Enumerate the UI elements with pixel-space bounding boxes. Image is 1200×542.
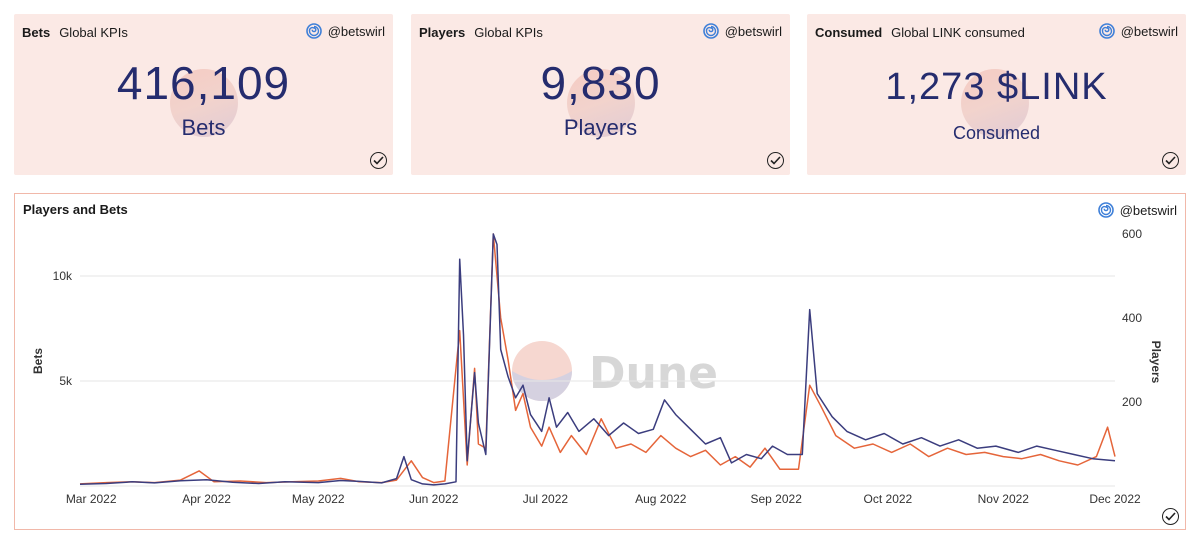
author-link[interactable]: @betswirl xyxy=(1097,202,1177,218)
kpi-label: Players xyxy=(563,115,638,140)
x-tick-label: Oct 2022 xyxy=(864,492,913,506)
line-chart: Dune Mar 2022 Apr 2022 May 2022 Jun 2022 Jul… xyxy=(31,227,1163,506)
x-axis-ticks: Mar 2022 Apr 2022 May 2022 Jun 2022 Jul 2022… xyxy=(66,492,1141,506)
x-tick-label: Aug 2022 xyxy=(635,492,687,506)
chart-title: Players and Bets xyxy=(23,202,128,217)
x-tick-label: Sep 2022 xyxy=(751,492,803,506)
kpi-title: Consumed xyxy=(815,24,883,40)
author-name: @betswirl xyxy=(327,23,385,39)
x-tick-label: Dec 2022 xyxy=(1089,492,1141,506)
author-name: @betswirl xyxy=(724,23,782,39)
author-link[interactable]: @betswirl xyxy=(702,23,782,39)
verified-check-icon xyxy=(1162,508,1179,525)
betswirl-logo-icon xyxy=(702,23,719,39)
dune-watermark: Dune xyxy=(512,341,718,401)
author-link[interactable]: @betswirl xyxy=(1098,23,1178,39)
kpi-header: Bets Global KPIs @betswirl xyxy=(22,23,385,41)
gridlines xyxy=(80,275,1115,487)
y-right-tick-label: 600 xyxy=(1122,227,1142,241)
kpi-value: 1,273 $LINK xyxy=(885,66,1108,108)
chart-card-players-and-bets: Players and Bets @betswirl Dune Mar 2022… xyxy=(14,193,1186,530)
y-axis-left-label: Bets xyxy=(31,348,45,374)
verified-check-icon xyxy=(370,152,387,169)
betswirl-logo-icon xyxy=(305,23,322,39)
x-tick-label: Mar 2022 xyxy=(66,492,117,506)
kpi-value: 416,109 xyxy=(116,57,291,109)
kpi-subtitle: Global LINK consumed xyxy=(891,24,1025,40)
kpi-label: Consumed xyxy=(952,123,1041,143)
kpi-subtitle: Global KPIs xyxy=(474,24,543,40)
kpi-header: Players Global KPIs @betswirl xyxy=(419,23,782,41)
dune-watermark-text: Dune xyxy=(589,348,718,399)
y-axis-ticks: 5k 10k 200 400 600 xyxy=(53,227,1143,409)
dune-watermark-icon xyxy=(170,69,238,137)
y-axis-right-label: Players xyxy=(1149,341,1163,384)
kpi-header: Consumed Global LINK consumed @betswirl xyxy=(815,23,1178,41)
kpi-label: Bets xyxy=(181,115,226,140)
x-tick-label: Apr 2022 xyxy=(182,492,231,506)
x-tick-label: Jun 2022 xyxy=(409,492,459,506)
kpi-card-consumed: Consumed Global LINK consumed @betswirl … xyxy=(807,14,1186,175)
verified-check-icon xyxy=(767,152,784,169)
series-lines xyxy=(79,233,1116,486)
kpi-card-players: Players Global KPIs @betswirl 9,830 Play… xyxy=(411,14,790,175)
y-right-tick-label: 200 xyxy=(1122,395,1142,409)
kpi-title: Players xyxy=(419,24,466,40)
x-tick-label: Nov 2022 xyxy=(978,492,1030,506)
series-line-bets xyxy=(79,233,1116,486)
chart-header: Players and Bets @betswirl xyxy=(23,202,1177,220)
y-left-tick-label: 5k xyxy=(59,374,73,388)
kpi-card-bets: Bets Global KPIs @betswirl 416,109 Bets xyxy=(14,14,393,175)
author-name: @betswirl xyxy=(1119,202,1177,218)
author-link[interactable]: @betswirl xyxy=(305,23,385,39)
kpi-title: Bets xyxy=(22,24,51,40)
kpi-value: 9,830 xyxy=(540,57,661,109)
x-tick-label: Jul 2022 xyxy=(523,492,569,506)
verified-check-icon xyxy=(1162,152,1179,169)
kpi-subtitle: Global KPIs xyxy=(59,24,128,40)
series-line-players xyxy=(79,233,1116,485)
author-name: @betswirl xyxy=(1120,23,1178,39)
betswirl-logo-icon xyxy=(1098,23,1115,39)
dune-watermark-circle-lower xyxy=(512,371,572,401)
betswirl-logo-icon xyxy=(1097,202,1114,218)
x-tick-label: May 2022 xyxy=(292,492,345,506)
dune-watermark-icon xyxy=(961,69,1029,137)
y-right-tick-label: 400 xyxy=(1122,311,1142,325)
y-left-tick-label: 10k xyxy=(53,269,73,283)
dune-watermark-icon xyxy=(567,69,635,137)
